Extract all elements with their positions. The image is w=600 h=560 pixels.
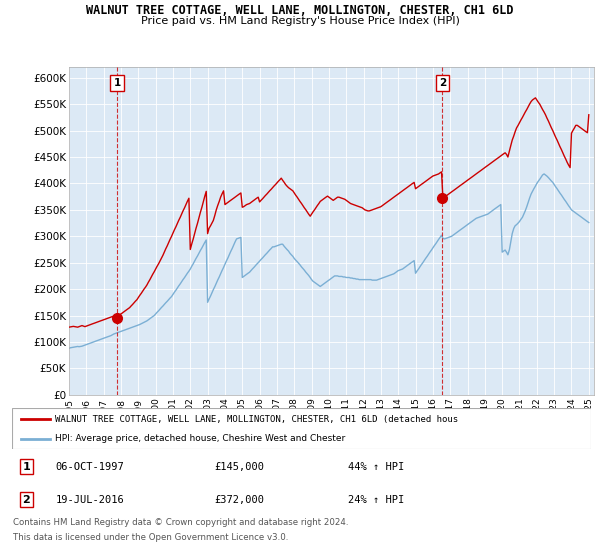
Text: £372,000: £372,000 (215, 495, 265, 505)
FancyBboxPatch shape (12, 408, 591, 449)
Text: 19-JUL-2016: 19-JUL-2016 (55, 495, 124, 505)
Text: WALNUT TREE COTTAGE, WELL LANE, MOLLINGTON, CHESTER, CH1 6LD: WALNUT TREE COTTAGE, WELL LANE, MOLLINGT… (86, 4, 514, 17)
Text: HPI: Average price, detached house, Cheshire West and Chester: HPI: Average price, detached house, Ches… (55, 435, 346, 444)
Text: 1: 1 (22, 461, 30, 472)
Text: This data is licensed under the Open Government Licence v3.0.: This data is licensed under the Open Gov… (13, 533, 289, 542)
Text: Contains HM Land Registry data © Crown copyright and database right 2024.: Contains HM Land Registry data © Crown c… (13, 518, 349, 527)
Text: WALNUT TREE COTTAGE, WELL LANE, MOLLINGTON, CHESTER, CH1 6LD (detached hous: WALNUT TREE COTTAGE, WELL LANE, MOLLINGT… (55, 415, 458, 424)
Text: 06-OCT-1997: 06-OCT-1997 (55, 461, 124, 472)
Text: £145,000: £145,000 (215, 461, 265, 472)
Text: 2: 2 (439, 78, 446, 88)
Text: 44% ↑ HPI: 44% ↑ HPI (348, 461, 404, 472)
Text: 2: 2 (22, 495, 30, 505)
Text: 1: 1 (113, 78, 121, 88)
Text: 24% ↑ HPI: 24% ↑ HPI (348, 495, 404, 505)
Text: Price paid vs. HM Land Registry's House Price Index (HPI): Price paid vs. HM Land Registry's House … (140, 16, 460, 26)
